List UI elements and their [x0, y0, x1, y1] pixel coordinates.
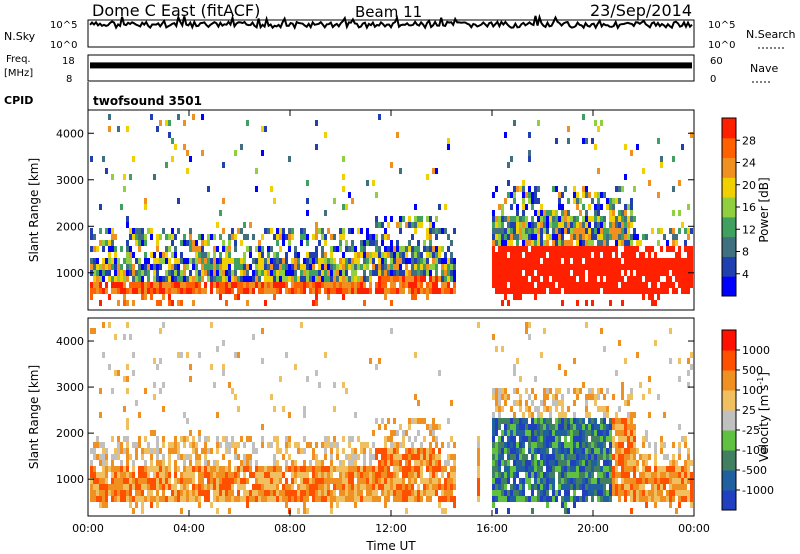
power-ylabel: Slant Range [km]: [27, 158, 41, 262]
vel-yaxis-tick-1: 2000: [56, 427, 84, 440]
power-cbar-swatch-1: [722, 256, 736, 277]
power-cbar-tick-1: 24: [742, 157, 756, 170]
power-yaxis-tick-2: 3000: [56, 174, 84, 187]
freq-tick-top: 18: [62, 56, 75, 67]
vel-cbar-swatch-5: [722, 390, 736, 411]
vel-cbar-swatch-4: [722, 410, 736, 431]
power-cbar-swatch-0: [722, 276, 736, 297]
velocity-ylabel: Slant Range [km]: [27, 365, 41, 469]
noise-right-tick-top: 10^5: [708, 20, 735, 31]
velocity-colorbar: 1000 500 100 25 -25 -100 -500 -1000: [721, 329, 774, 511]
vel-yaxis-tick-2: 3000: [56, 381, 84, 394]
vel-cbar-swatch-7: [722, 350, 736, 371]
cpid-value: twofsound 3501: [93, 94, 202, 108]
power-cbar-swatch-6: [722, 157, 736, 178]
date-title: 23/Sep/2014: [590, 1, 692, 20]
vel-yaxis-tick-0: 1000: [56, 473, 84, 486]
noise-left-tick-bottom: 10^0: [50, 40, 77, 51]
frequency-band: [90, 62, 692, 69]
power-cbar-tick-2: 20: [742, 179, 756, 192]
power-heatmap: [90, 114, 693, 306]
vel-cbar-swatch-1: [722, 470, 736, 491]
freq-tick-bottom: 8: [66, 74, 72, 85]
x-tick-6: 00:00: [678, 522, 710, 535]
vel-cbar-swatch-2: [722, 450, 736, 471]
noise-right-tick-bottom: 10^0: [708, 40, 735, 51]
vel-cbar-tick-6: -500: [742, 464, 767, 477]
power-cbar-tick-4: 12: [742, 223, 756, 236]
noise-right-label: N.Search: [746, 28, 796, 41]
power-cbar-swatch-8: [722, 118, 736, 139]
power-cbar-swatch-7: [722, 137, 736, 159]
vel-yaxis-tick-3: 4000: [56, 335, 84, 348]
vel-cbar-tick-1: 500: [742, 364, 763, 377]
power-cbar-tick-6: 4: [742, 268, 749, 281]
power-yaxis-tick-0: 1000: [56, 267, 84, 280]
velocity-heatmap: [90, 322, 693, 514]
x-tick-3: 12:00: [375, 522, 407, 535]
power-yaxis-tick-3: 4000: [56, 127, 84, 140]
noise-left-label: N.Sky: [4, 30, 36, 43]
x-tick-1: 04:00: [173, 522, 205, 535]
nave-tick-bottom: 0: [710, 74, 716, 85]
power-cbar-swatch-5: [722, 177, 736, 198]
vel-cbar-tick-4: -25: [742, 424, 760, 437]
freq-label-1: Freq.: [6, 54, 31, 65]
power-cbar-swatch-2: [722, 236, 736, 257]
noise-left-tick-top: 10^5: [50, 20, 77, 31]
vel-cbar-tick-5: -100: [742, 444, 767, 457]
x-tick-0: 00:00: [72, 522, 104, 535]
vel-cbar-swatch-6: [722, 370, 736, 391]
vel-cbar-tick-7: -1000: [742, 484, 774, 497]
power-panel: 1000 2000 3000 4000 Slant Range [km] 28 24 20…: [27, 109, 771, 311]
noise-panel: N.Sky 10^5 10^0 10^5 10^0 N.Search: [4, 13, 796, 51]
beam-title: Beam 11: [355, 3, 422, 21]
power-cbar-swatch-3: [722, 216, 736, 238]
vel-cbar-tick-3: 25: [742, 404, 756, 417]
x-tick-2: 08:00: [274, 522, 306, 535]
velocity-panel: 1000 2000 3000 4000 00:00 04:00 08:00 12:00 16:…: [27, 110, 774, 553]
station-title: Dome C East (fitACF): [92, 1, 260, 20]
nave-tick-top: 60: [710, 56, 723, 67]
freq-label-2: [MHz]: [4, 68, 33, 79]
vel-cbar-swatch-3: [722, 430, 736, 451]
frequency-panel: Freq. [MHz] 18 8 60 0 Nave: [4, 54, 778, 85]
x-tick-4: 16:00: [476, 522, 508, 535]
noise-trace: [89, 13, 693, 31]
vel-cbar-tick-2: 100: [742, 384, 763, 397]
x-tick-5: 20:00: [577, 522, 609, 535]
power-cbar-swatch-4: [722, 197, 736, 218]
vel-cbar-swatch-0: [722, 490, 736, 511]
power-cbar-tick-3: 16: [742, 201, 756, 214]
velocity-colorbar-label: Velocity [m s-1]: [756, 372, 771, 462]
vel-cbar-tick-0: 1000: [742, 344, 770, 357]
power-colorbar: 28 24 20 16 12 8 4: [721, 117, 756, 297]
vel-cbar-swatch-8: [722, 330, 736, 351]
power-cbar-tick-5: 8: [742, 246, 749, 259]
cpid-label: CPID: [4, 94, 33, 107]
velocity-xlabel: Time UT: [365, 539, 416, 553]
power-cbar-tick-0: 28: [742, 134, 756, 147]
power-yaxis-tick-1: 2000: [56, 220, 84, 233]
nave-label: Nave: [750, 62, 778, 75]
power-colorbar-label: Power [dB]: [757, 177, 771, 242]
